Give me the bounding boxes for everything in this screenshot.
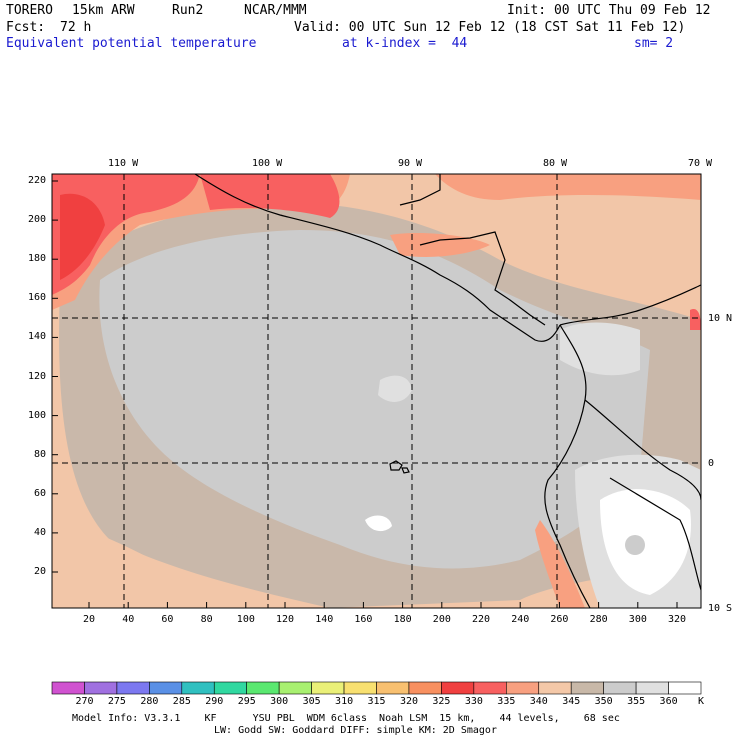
lat-label-0: 0	[708, 458, 715, 469]
x-tick-label: 240	[511, 614, 530, 625]
lon-label-80w: 80 W	[543, 158, 568, 169]
coastlines	[194, 174, 701, 608]
x-tick-label: 160	[354, 614, 373, 625]
legend-swatch	[505, 681, 540, 695]
legend-value: 325	[432, 696, 451, 707]
x-tick-label: 20	[83, 614, 96, 625]
legend-value: 355	[627, 696, 646, 707]
x-tick-label: 120	[276, 614, 295, 625]
legend-swatch	[84, 681, 118, 695]
legend-swatch	[603, 681, 637, 695]
legend-swatch	[343, 681, 377, 695]
lat-label-10s: 10 S	[708, 603, 733, 614]
x-tick-label: 200	[432, 614, 451, 625]
level-info: at k-index = 44	[342, 36, 468, 51]
legend-swatch	[376, 681, 410, 695]
legend-value: 290	[205, 696, 224, 707]
init-time: Init: 00 UTC Thu 09 Feb 12	[507, 3, 711, 18]
graticule	[52, 174, 701, 608]
lat-label-10n: 10 N	[708, 313, 733, 324]
smoothing-info: sm= 2	[634, 36, 674, 51]
y-tick-label: 100	[28, 409, 47, 421]
forecast-hours: 72 h	[60, 20, 92, 35]
physics-info-line: LW: Godd SW: Goddard DIFF: simple KM: 2D…	[214, 725, 497, 736]
x-tick-label: 300	[628, 614, 647, 625]
legend-value: 315	[367, 696, 386, 707]
legend-bar	[51, 681, 702, 695]
x-tick-label: 140	[315, 614, 334, 625]
legend-swatch	[51, 681, 85, 695]
lon-label-90w: 90 W	[398, 158, 423, 169]
y-tick-label: 180	[28, 253, 47, 265]
x-tick-label: 260	[550, 614, 569, 625]
y-tick-label: 40	[34, 526, 47, 538]
legend-swatch	[213, 681, 248, 695]
y-tick-label: 80	[34, 448, 47, 460]
legend-value: 360	[659, 696, 678, 707]
y-tick-label: 120	[28, 370, 47, 382]
model-resolution: 15km ARW	[72, 3, 135, 18]
legend-swatch	[116, 681, 150, 695]
legend-unit: K	[698, 696, 705, 707]
y-tick-label: 160	[28, 292, 47, 304]
legend-value: 320	[399, 696, 418, 707]
legend-swatch	[311, 681, 345, 695]
lon-label-100w: 100 W	[252, 158, 283, 169]
legend-swatch	[473, 681, 507, 695]
y-tick-label: 140	[28, 331, 47, 343]
legend-swatch	[278, 681, 312, 695]
field-name: Equivalent potential temperature	[6, 36, 257, 51]
x-tick-label: 100	[236, 614, 255, 625]
org-label: NCAR/MMM	[244, 3, 307, 18]
run-label: Run2	[172, 3, 204, 18]
legend-value: 285	[172, 696, 191, 707]
legend-swatch	[635, 681, 669, 695]
y-tick-label: 220	[28, 175, 47, 186]
model-name: TORERO	[6, 3, 53, 18]
legend-value: 350	[594, 696, 613, 707]
x-tick-label: 280	[589, 614, 608, 625]
y-tick-label: 20	[34, 566, 47, 577]
lon-label-110w: 110 W	[108, 158, 139, 169]
legend-swatch	[441, 681, 475, 695]
legend-value: 305	[302, 696, 321, 707]
y-tick-label: 60	[34, 487, 47, 499]
legend-swatch	[538, 681, 572, 695]
legend-swatch	[181, 681, 215, 695]
forecast-label: Fcst:	[6, 20, 46, 35]
legend-value: 310	[335, 696, 354, 707]
legend-value: 280	[140, 696, 159, 707]
x-tick-label: 320	[668, 614, 687, 625]
x-tick-label: 60	[161, 614, 174, 625]
valid-time: Valid: 00 UTC Sun 12 Feb 12 (18 CST Sat …	[294, 20, 686, 35]
legend-value: 300	[270, 696, 289, 707]
legend-swatch	[570, 681, 604, 695]
legend-value: 330	[464, 696, 483, 707]
legend-swatch	[408, 681, 442, 695]
theta-e-field	[52, 174, 701, 608]
legend-swatch	[246, 681, 280, 695]
legend-value: 345	[562, 696, 581, 707]
legend-swatch	[149, 681, 183, 695]
lon-label-70w: 70 W	[688, 158, 713, 169]
map-frame	[51, 173, 702, 609]
x-tick-label: 80	[200, 614, 213, 625]
x-tick-label: 180	[393, 614, 412, 625]
legend-value: 335	[497, 696, 516, 707]
legend-swatch	[668, 681, 702, 695]
model-info-line: Model Info: V3.3.1 KF YSU PBL WDM 6class…	[72, 713, 620, 724]
legend-value: 340	[529, 696, 548, 707]
x-tick-label: 220	[472, 614, 491, 625]
x-tick-label: 40	[122, 614, 135, 625]
legend-value: 295	[237, 696, 256, 707]
legend-value: 270	[75, 696, 94, 707]
y-tick-label: 200	[28, 214, 47, 226]
legend-value: 275	[107, 696, 126, 707]
